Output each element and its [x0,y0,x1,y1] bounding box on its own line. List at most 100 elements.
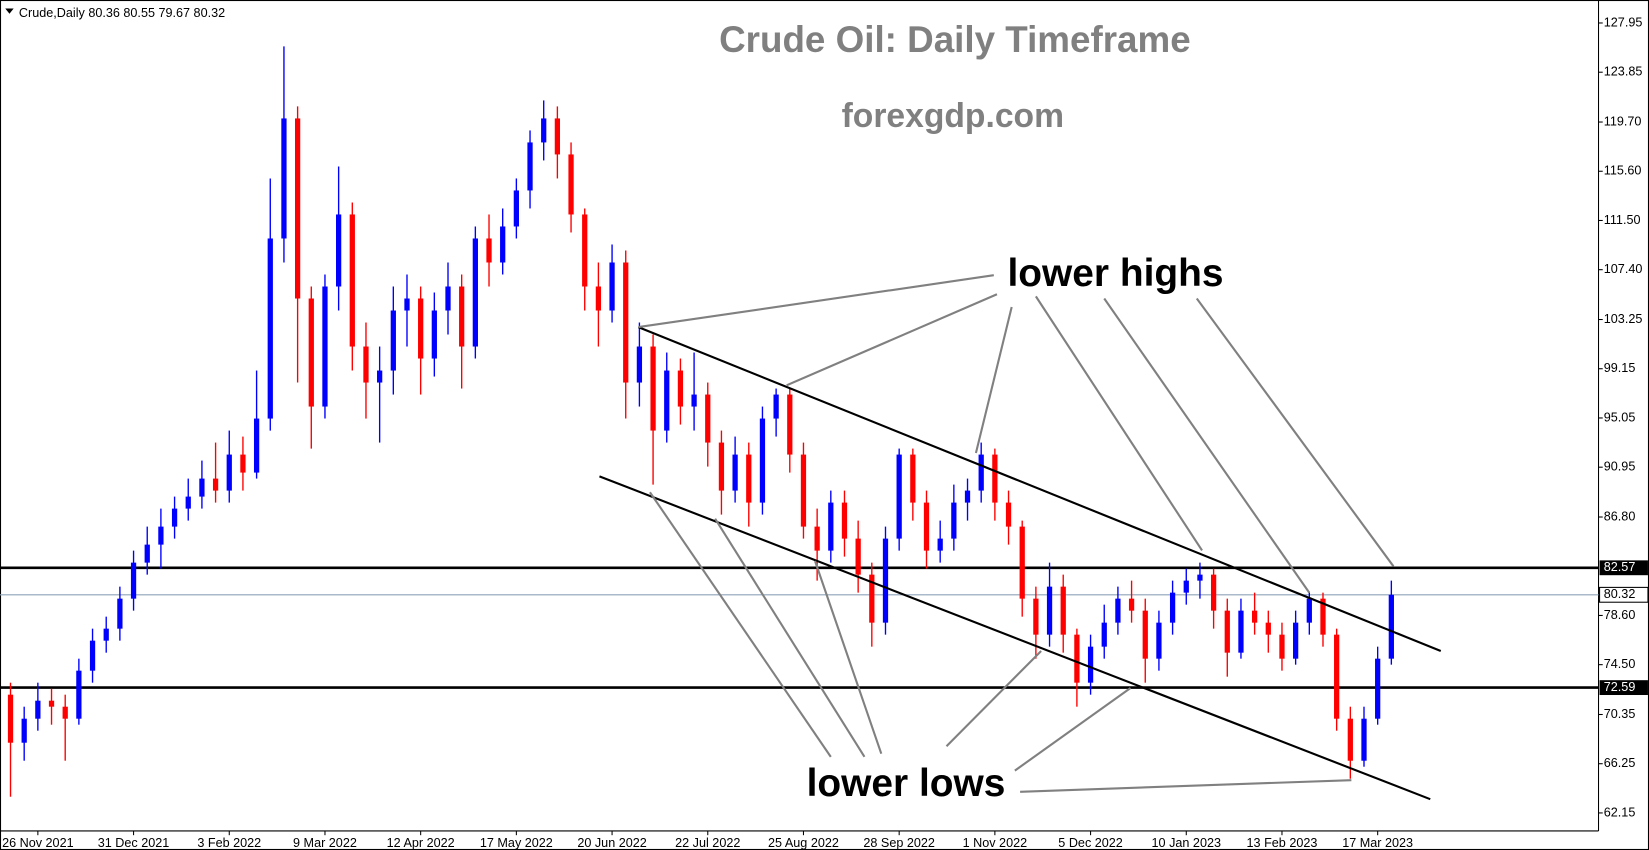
candle-body [1060,586,1066,635]
candle-body [759,418,766,503]
pointer [1014,687,1132,772]
pointer [714,518,866,758]
pointer [638,274,994,329]
candle-body [855,538,861,575]
candle-body [923,502,930,551]
candle-body [89,640,96,671]
x-tick-label: 28 Sep 2022 [863,836,935,850]
pointer [1103,297,1311,594]
candle-body [76,670,82,719]
candle-body [1334,634,1340,719]
x-tick-label: 17 Mar 2023 [1342,836,1413,850]
candle-body [1375,658,1381,719]
candle-body [910,454,916,503]
candle-body [349,214,355,347]
candle-body [431,310,437,359]
candle-body [1005,502,1012,527]
candle-body [746,454,752,503]
candle-body [937,538,943,551]
candle-body [226,454,232,491]
y-tick-label: 103.25 [1604,312,1643,326]
candle-body [1046,586,1053,635]
candle-body [459,286,465,347]
candle-body [828,502,834,551]
candle-body [1210,574,1217,611]
candle-body [800,454,807,527]
y-tick-label: 90.95 [1604,460,1636,474]
candle-body [718,442,725,491]
header: Crude,Daily 80.36 80.55 79.67 80.32 [19,6,225,20]
candle-body [48,700,55,707]
lower-trendline [599,475,1431,801]
pointer [1020,779,1352,793]
candle-body [377,370,383,383]
candle-body [978,454,984,491]
candle-body [527,142,533,191]
candle-body [322,286,328,407]
candle-body [1033,598,1039,635]
y-tick-label: 95.05 [1604,410,1636,424]
x-tick-label: 13 Feb 2023 [1247,836,1318,850]
candle-body [158,526,164,545]
y-tick-label: 66.25 [1604,756,1636,770]
y-tick-label: 119.70 [1604,114,1642,128]
chart-subtitle: forexgdp.com [842,97,1064,135]
candle-body [1128,598,1135,611]
candle-body [623,262,629,383]
candle-body [1320,598,1326,635]
x-tick-label: 17 May 2022 [480,836,553,850]
candle-body [1279,634,1285,659]
candle-body [1224,610,1230,653]
candle-body [1101,622,1107,647]
candle-body [1074,634,1080,683]
candle-body [117,598,123,629]
x-tick-label: 10 Jan 2023 [1152,836,1221,850]
candle-body [281,118,287,239]
candle-body [1251,610,1258,623]
candle-body [951,502,957,539]
level-label-box [1599,680,1648,696]
x-tick-label: 22 Jul 2022 [675,836,740,850]
candle-body [609,262,615,311]
candle-body [677,370,684,407]
candle-body [404,298,410,311]
menu-arrow [5,8,14,14]
y-tick-label: 86.80 [1604,509,1636,523]
x-tick-label: 9 Mar 2022 [293,836,357,850]
y-tick-label: 70.35 [1604,707,1636,721]
candle-body [253,418,260,473]
level-label-box [1599,560,1648,576]
candle-body [582,214,588,287]
pointer [814,560,883,755]
candle-body [212,478,219,491]
candle-body [308,298,314,407]
annotation: lower lows [807,762,1006,805]
x-tick-label: 20 Jun 2022 [577,836,646,850]
candle-body [103,628,109,641]
candle-body [1388,594,1394,659]
candle-body [185,496,191,509]
x-tick-label: 31 Dec 2021 [98,836,170,850]
candle-body [992,454,998,503]
candle-body [62,706,68,719]
level-label: 82.57 [1604,560,1636,574]
candle-body [390,310,396,371]
candle-body [705,394,711,443]
candle-body [1347,718,1353,761]
candle-body [7,694,14,743]
candle-body [294,118,301,299]
candle-body [1197,574,1203,581]
candle-body [882,538,889,623]
candle-body [418,298,424,359]
candle-body [35,700,41,719]
y-tick-label: 123.85 [1604,65,1643,79]
candle-body [130,562,137,599]
x-tick-label: 1 Nov 2022 [963,836,1028,850]
x-tick-label: 25 Aug 2022 [768,836,839,850]
candle-body [1169,592,1176,623]
candle-body [363,346,369,383]
candle-body [1306,598,1312,623]
candle-body [1265,622,1271,635]
